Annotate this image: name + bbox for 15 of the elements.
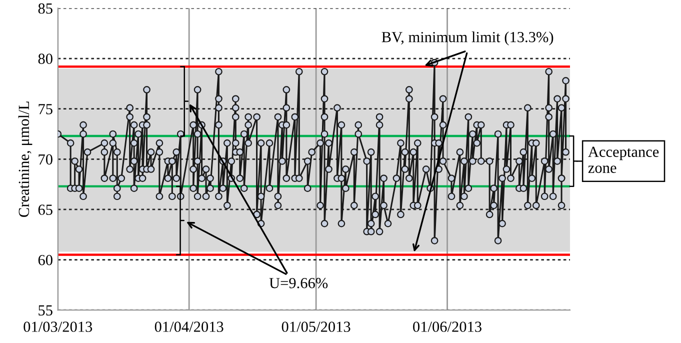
y-tick-label: 55 xyxy=(38,305,52,316)
x-tick-label: 01/03/2013 xyxy=(24,322,92,332)
x-tick-label: 01/05/2013 xyxy=(282,322,350,332)
y-tick-label: 80 xyxy=(38,54,52,64)
y-tick-label: 70 xyxy=(38,154,52,165)
x-tick-label: 01/04/2013 xyxy=(154,322,224,332)
y-tick-label: 75 xyxy=(38,104,52,114)
text: Acceptance zone xyxy=(588,146,659,173)
x-tick-label: 01/06/2013 xyxy=(413,322,482,332)
annotation: U=9.66% xyxy=(269,278,328,288)
y-axis-title: Creatinine, μmol/L xyxy=(18,102,32,217)
y-tick-label: 60 xyxy=(38,254,52,266)
y-tick-label: 65 xyxy=(38,204,52,215)
y-tick-label: 85 xyxy=(38,3,52,14)
annotation: BV, minimum limit (13.3%) xyxy=(382,31,554,46)
